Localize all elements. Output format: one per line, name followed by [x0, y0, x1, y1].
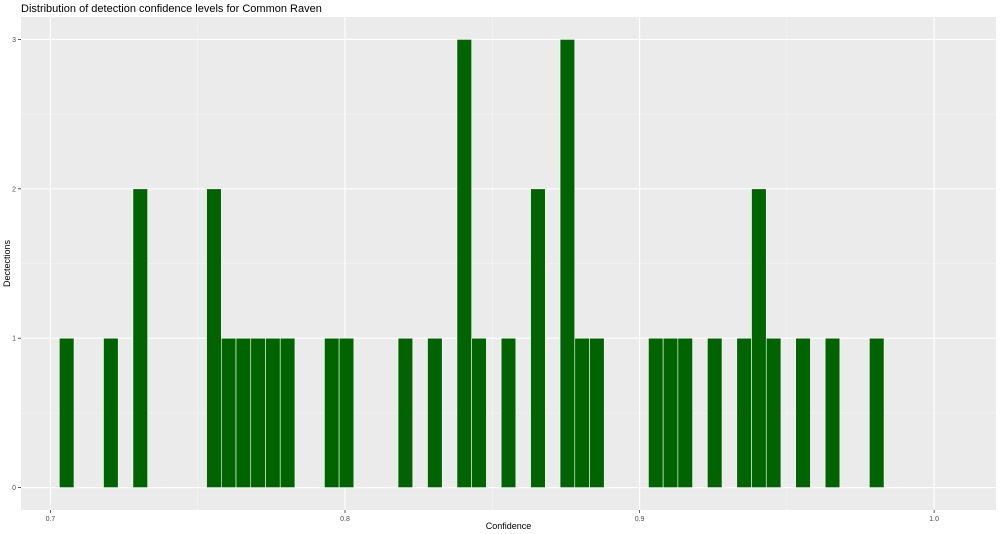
chart-title: Distribution of detection confidence lev…	[21, 3, 322, 15]
x-axis-title: Confidence	[486, 521, 532, 531]
histogram-bar	[456, 39, 472, 488]
histogram-bar	[648, 337, 664, 488]
x-tick-label: 0.7	[46, 516, 56, 523]
y-tick-label: 2	[12, 186, 16, 193]
histogram-bar	[250, 337, 266, 488]
histogram-bar	[662, 337, 679, 488]
histogram-bar	[279, 337, 296, 488]
histogram-bar	[677, 337, 693, 488]
histogram-bar	[559, 39, 576, 488]
y-axis-title: Dectections	[2, 239, 12, 287]
y-tick-label: 0	[12, 485, 16, 492]
x-tick-label: 0.9	[635, 516, 645, 523]
histogram-bar	[530, 188, 546, 488]
histogram-bar	[869, 337, 885, 488]
histogram-bar	[500, 337, 517, 488]
histogram-bar	[265, 337, 281, 488]
histogram-bar	[132, 188, 148, 488]
histogram-bar	[707, 337, 723, 488]
histogram-bar	[589, 337, 605, 488]
histogram-bar	[58, 337, 75, 488]
histogram-bar	[736, 337, 752, 488]
histogram-bar	[235, 337, 252, 488]
histogram-bar	[324, 337, 340, 488]
histogram-bar	[206, 188, 222, 488]
histogram-bar	[471, 337, 487, 488]
histogram-bar	[765, 337, 782, 488]
histogram-bar	[795, 337, 811, 488]
histogram-bar	[103, 337, 119, 488]
histogram-bar	[824, 337, 841, 488]
histogram-bar	[221, 337, 237, 488]
y-tick-label: 1	[12, 336, 16, 343]
x-tick-label: 0.8	[340, 516, 350, 523]
histogram-bar	[397, 337, 414, 488]
histogram-bar	[574, 337, 590, 488]
x-tick-label: 1.0	[929, 516, 939, 523]
histogram-bar	[338, 337, 355, 488]
histogram-bar	[427, 337, 443, 488]
y-tick-label: 3	[12, 37, 16, 44]
histogram-bar	[751, 188, 767, 488]
